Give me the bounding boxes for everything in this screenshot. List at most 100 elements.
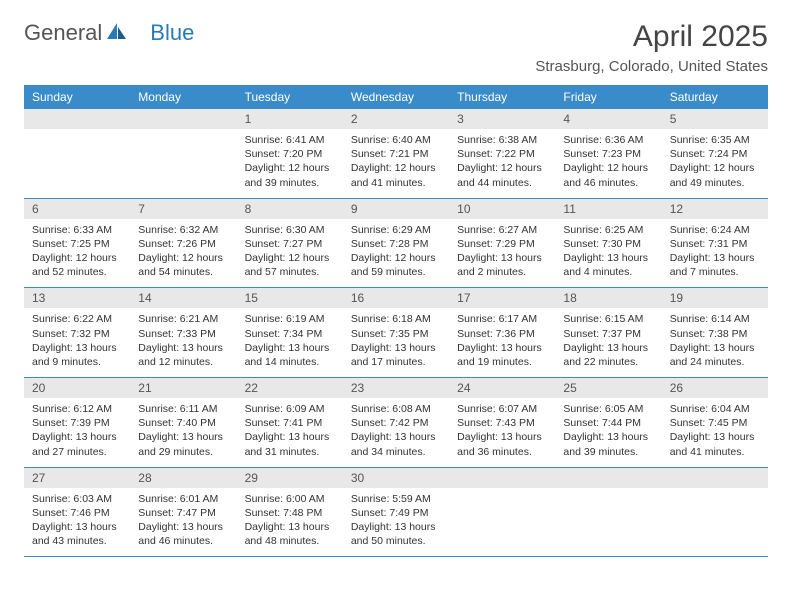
calendar-cell: 5Sunrise: 6:35 AMSunset: 7:24 PMDaylight… (662, 109, 768, 199)
day-content: Sunrise: 6:41 AMSunset: 7:20 PMDaylight:… (237, 129, 343, 198)
day-number: 26 (662, 378, 768, 398)
logo-sail-icon (106, 22, 128, 45)
day-number: 23 (343, 378, 449, 398)
day-content: Sunrise: 6:18 AMSunset: 7:35 PMDaylight:… (343, 308, 449, 377)
header: General Blue April 2025 Strasburg, Color… (24, 20, 768, 75)
calendar-cell: 10Sunrise: 6:27 AMSunset: 7:29 PMDayligh… (449, 199, 555, 289)
calendar-cell: 2Sunrise: 6:40 AMSunset: 7:21 PMDaylight… (343, 109, 449, 199)
day-number: 12 (662, 199, 768, 219)
calendar-cell: 30Sunrise: 5:59 AMSunset: 7:49 PMDayligh… (343, 468, 449, 558)
day-number: 18 (555, 288, 661, 308)
calendar-cell (449, 468, 555, 558)
day-number: 4 (555, 109, 661, 129)
calendar-cell: 26Sunrise: 6:04 AMSunset: 7:45 PMDayligh… (662, 378, 768, 468)
day-content: Sunrise: 6:15 AMSunset: 7:37 PMDaylight:… (555, 308, 661, 377)
day-number: 17 (449, 288, 555, 308)
day-number: 6 (24, 199, 130, 219)
day-number: 25 (555, 378, 661, 398)
day-number: 30 (343, 468, 449, 488)
calendar-header-row: SundayMondayTuesdayWednesdayThursdayFrid… (24, 85, 768, 109)
calendar-cell: 8Sunrise: 6:30 AMSunset: 7:27 PMDaylight… (237, 199, 343, 289)
weekday-header: Saturday (662, 85, 768, 109)
day-content: Sunrise: 6:29 AMSunset: 7:28 PMDaylight:… (343, 219, 449, 288)
day-number: 11 (555, 199, 661, 219)
weekday-header: Sunday (24, 85, 130, 109)
calendar-cell: 25Sunrise: 6:05 AMSunset: 7:44 PMDayligh… (555, 378, 661, 468)
day-number-bar (662, 468, 768, 488)
logo: General Blue (24, 20, 194, 46)
calendar-cell: 28Sunrise: 6:01 AMSunset: 7:47 PMDayligh… (130, 468, 236, 558)
day-content: Sunrise: 6:11 AMSunset: 7:40 PMDaylight:… (130, 398, 236, 467)
weekday-header: Wednesday (343, 85, 449, 109)
title-block: April 2025 Strasburg, Colorado, United S… (535, 20, 768, 75)
day-number-bar (449, 468, 555, 488)
calendar-cell: 3Sunrise: 6:38 AMSunset: 7:22 PMDaylight… (449, 109, 555, 199)
day-number: 28 (130, 468, 236, 488)
calendar-cell: 21Sunrise: 6:11 AMSunset: 7:40 PMDayligh… (130, 378, 236, 468)
weekday-header: Thursday (449, 85, 555, 109)
calendar-cell: 19Sunrise: 6:14 AMSunset: 7:38 PMDayligh… (662, 288, 768, 378)
calendar-cell: 22Sunrise: 6:09 AMSunset: 7:41 PMDayligh… (237, 378, 343, 468)
calendar-cell: 14Sunrise: 6:21 AMSunset: 7:33 PMDayligh… (130, 288, 236, 378)
day-content: Sunrise: 6:40 AMSunset: 7:21 PMDaylight:… (343, 129, 449, 198)
calendar-cell: 11Sunrise: 6:25 AMSunset: 7:30 PMDayligh… (555, 199, 661, 289)
day-number: 14 (130, 288, 236, 308)
day-content: Sunrise: 6:33 AMSunset: 7:25 PMDaylight:… (24, 219, 130, 288)
calendar-cell: 29Sunrise: 6:00 AMSunset: 7:48 PMDayligh… (237, 468, 343, 558)
calendar-body: 1Sunrise: 6:41 AMSunset: 7:20 PMDaylight… (24, 109, 768, 557)
weekday-header: Monday (130, 85, 236, 109)
day-number: 29 (237, 468, 343, 488)
day-number: 3 (449, 109, 555, 129)
day-content: Sunrise: 6:03 AMSunset: 7:46 PMDaylight:… (24, 488, 130, 557)
calendar-cell: 18Sunrise: 6:15 AMSunset: 7:37 PMDayligh… (555, 288, 661, 378)
day-number: 5 (662, 109, 768, 129)
day-number: 20 (24, 378, 130, 398)
calendar-cell: 24Sunrise: 6:07 AMSunset: 7:43 PMDayligh… (449, 378, 555, 468)
calendar-cell: 16Sunrise: 6:18 AMSunset: 7:35 PMDayligh… (343, 288, 449, 378)
day-content: Sunrise: 6:19 AMSunset: 7:34 PMDaylight:… (237, 308, 343, 377)
calendar-cell: 12Sunrise: 6:24 AMSunset: 7:31 PMDayligh… (662, 199, 768, 289)
day-number: 15 (237, 288, 343, 308)
day-content: Sunrise: 6:09 AMSunset: 7:41 PMDaylight:… (237, 398, 343, 467)
day-number: 16 (343, 288, 449, 308)
day-content: Sunrise: 6:05 AMSunset: 7:44 PMDaylight:… (555, 398, 661, 467)
location-text: Strasburg, Colorado, United States (535, 58, 768, 75)
day-number: 8 (237, 199, 343, 219)
calendar-cell: 15Sunrise: 6:19 AMSunset: 7:34 PMDayligh… (237, 288, 343, 378)
day-content: Sunrise: 6:04 AMSunset: 7:45 PMDaylight:… (662, 398, 768, 467)
calendar: SundayMondayTuesdayWednesdayThursdayFrid… (24, 85, 768, 557)
day-number: 21 (130, 378, 236, 398)
month-title: April 2025 (535, 20, 768, 54)
calendar-cell: 4Sunrise: 6:36 AMSunset: 7:23 PMDaylight… (555, 109, 661, 199)
day-number: 7 (130, 199, 236, 219)
weekday-header: Friday (555, 85, 661, 109)
day-content: Sunrise: 6:17 AMSunset: 7:36 PMDaylight:… (449, 308, 555, 377)
day-content: Sunrise: 6:22 AMSunset: 7:32 PMDaylight:… (24, 308, 130, 377)
day-number: 24 (449, 378, 555, 398)
day-content: Sunrise: 6:21 AMSunset: 7:33 PMDaylight:… (130, 308, 236, 377)
day-number-bar (130, 109, 236, 129)
day-content: Sunrise: 5:59 AMSunset: 7:49 PMDaylight:… (343, 488, 449, 557)
day-content: Sunrise: 6:35 AMSunset: 7:24 PMDaylight:… (662, 129, 768, 198)
calendar-cell: 13Sunrise: 6:22 AMSunset: 7:32 PMDayligh… (24, 288, 130, 378)
day-content: Sunrise: 6:08 AMSunset: 7:42 PMDaylight:… (343, 398, 449, 467)
day-number-bar (24, 109, 130, 129)
calendar-cell: 27Sunrise: 6:03 AMSunset: 7:46 PMDayligh… (24, 468, 130, 558)
day-number: 27 (24, 468, 130, 488)
day-content: Sunrise: 6:07 AMSunset: 7:43 PMDaylight:… (449, 398, 555, 467)
logo-text-2: Blue (150, 20, 194, 46)
day-number: 10 (449, 199, 555, 219)
day-content: Sunrise: 6:25 AMSunset: 7:30 PMDaylight:… (555, 219, 661, 288)
calendar-cell: 1Sunrise: 6:41 AMSunset: 7:20 PMDaylight… (237, 109, 343, 199)
calendar-cell: 17Sunrise: 6:17 AMSunset: 7:36 PMDayligh… (449, 288, 555, 378)
calendar-cell: 9Sunrise: 6:29 AMSunset: 7:28 PMDaylight… (343, 199, 449, 289)
calendar-cell: 6Sunrise: 6:33 AMSunset: 7:25 PMDaylight… (24, 199, 130, 289)
day-content: Sunrise: 6:32 AMSunset: 7:26 PMDaylight:… (130, 219, 236, 288)
day-content: Sunrise: 6:24 AMSunset: 7:31 PMDaylight:… (662, 219, 768, 288)
day-number: 22 (237, 378, 343, 398)
day-number: 13 (24, 288, 130, 308)
calendar-cell: 20Sunrise: 6:12 AMSunset: 7:39 PMDayligh… (24, 378, 130, 468)
day-content: Sunrise: 6:00 AMSunset: 7:48 PMDaylight:… (237, 488, 343, 557)
weekday-header: Tuesday (237, 85, 343, 109)
day-number: 1 (237, 109, 343, 129)
